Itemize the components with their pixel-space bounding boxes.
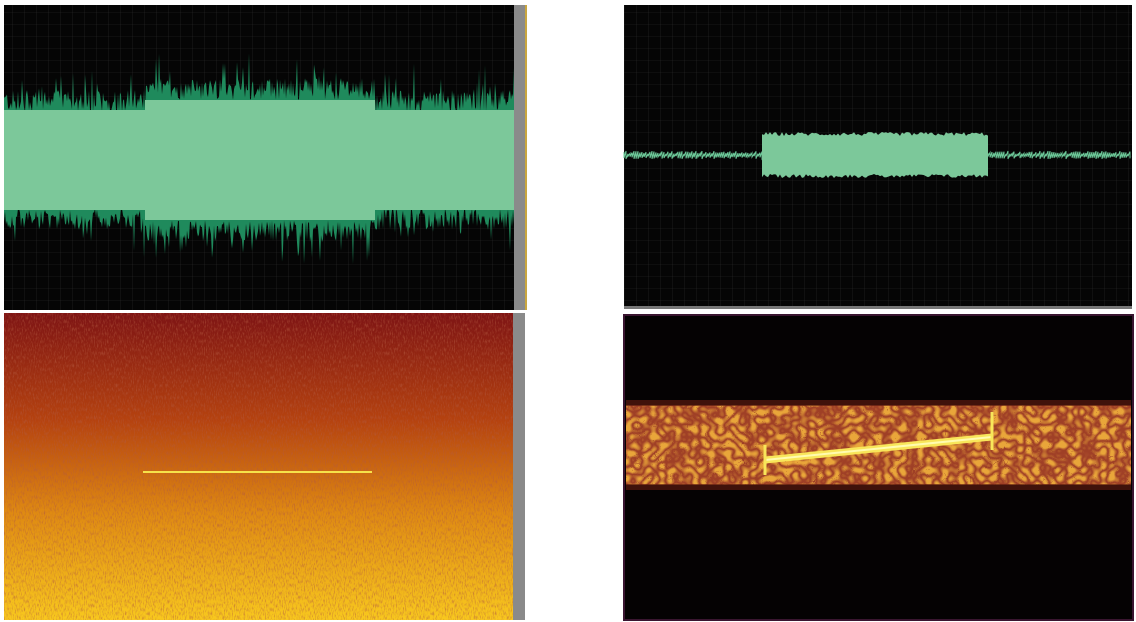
band-edge-top (626, 400, 1131, 406)
band-edge-bottom (626, 484, 1131, 490)
frequency-ruler (513, 313, 525, 620)
amplitude-ruler (514, 5, 526, 310)
panel-border (623, 314, 1134, 621)
waveform (4, 53, 514, 265)
waveform-burst (762, 132, 988, 178)
ruler-edge (525, 5, 527, 310)
spectrogram-panel-right (623, 314, 1134, 621)
waveform-panel-right (623, 5, 1132, 309)
time-ruler (624, 306, 1132, 309)
sweep-line-core (764, 436, 993, 461)
spectrogram-grain (4, 313, 513, 620)
waveform (623, 132, 1131, 178)
waveform-body-loud (145, 100, 375, 220)
spectrogram-panel-left (4, 313, 525, 620)
waveform-panel-left (4, 5, 527, 310)
